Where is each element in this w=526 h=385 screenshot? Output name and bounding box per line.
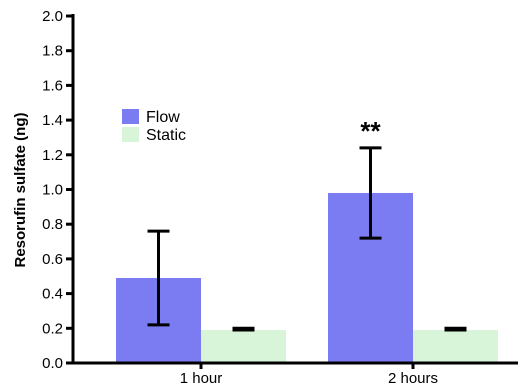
- significance-annotation: **: [360, 116, 381, 146]
- bar-static-1: [413, 330, 498, 363]
- y-tick-label: 0.8: [42, 216, 63, 233]
- y-axis-title: Resorufin sulfate (ng): [12, 112, 29, 267]
- y-tick-label: 1.0: [42, 182, 63, 199]
- y-tick-label: 0.4: [42, 286, 63, 303]
- y-tick-label: 2.0: [42, 8, 63, 25]
- y-tick-label: 0.0: [42, 355, 63, 372]
- y-tick-label: 1.4: [42, 112, 63, 129]
- legend-label-flow: Flow: [146, 109, 180, 126]
- error-bars-layer: [147, 146, 467, 332]
- legend-swatch-static: [122, 127, 139, 142]
- annotations-layer: **: [360, 116, 381, 146]
- y-tick-label: 1.2: [42, 147, 63, 164]
- x-tick-label: 1 hour: [180, 370, 223, 385]
- bars-layer: [116, 192, 498, 363]
- y-tick-label: 1.6: [42, 77, 63, 94]
- legend-label-static: Static: [146, 127, 186, 144]
- x-tick-label: 2 hours: [388, 370, 438, 385]
- y-tick-label: 1.8: [42, 43, 63, 60]
- y-tick-label: 0.2: [42, 320, 63, 337]
- bar-static-0: [201, 330, 286, 363]
- axes-layer: 0.0 0.2 0.4 0.6 0.8 1.0 1.2 1.4 1.6 1.8 2.0 1 hour 2…: [42, 8, 518, 385]
- legend-swatch-flow: [122, 109, 139, 124]
- y-tick-label: 0.6: [42, 251, 63, 268]
